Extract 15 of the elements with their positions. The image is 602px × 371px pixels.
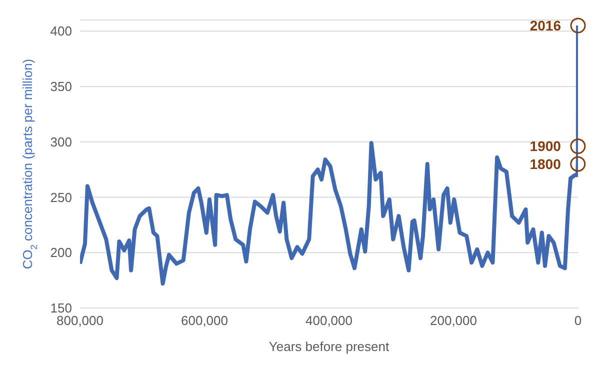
y-tick-label: 300 [50,134,72,150]
y-tick-label: 200 [50,245,72,260]
annotation: 1900 [530,138,562,154]
x-tick-label: 400,000 [306,313,352,328]
annotation: 1800 [530,156,562,172]
x-tick-label: 200,000 [430,313,477,328]
x-axis-title: Years before present [268,339,390,354]
x-tick-label: 600,000 [181,313,228,328]
y-tick-label: 350 [50,79,72,94]
y-tick-label: 150 [50,300,72,316]
y-tick-label: 250 [50,190,72,205]
x-tick-label: 0 [574,313,582,328]
annotation: 2016 [530,18,562,34]
x-tick-label: 800,000 [56,313,104,328]
y-tick-label: 400 [50,24,72,39]
